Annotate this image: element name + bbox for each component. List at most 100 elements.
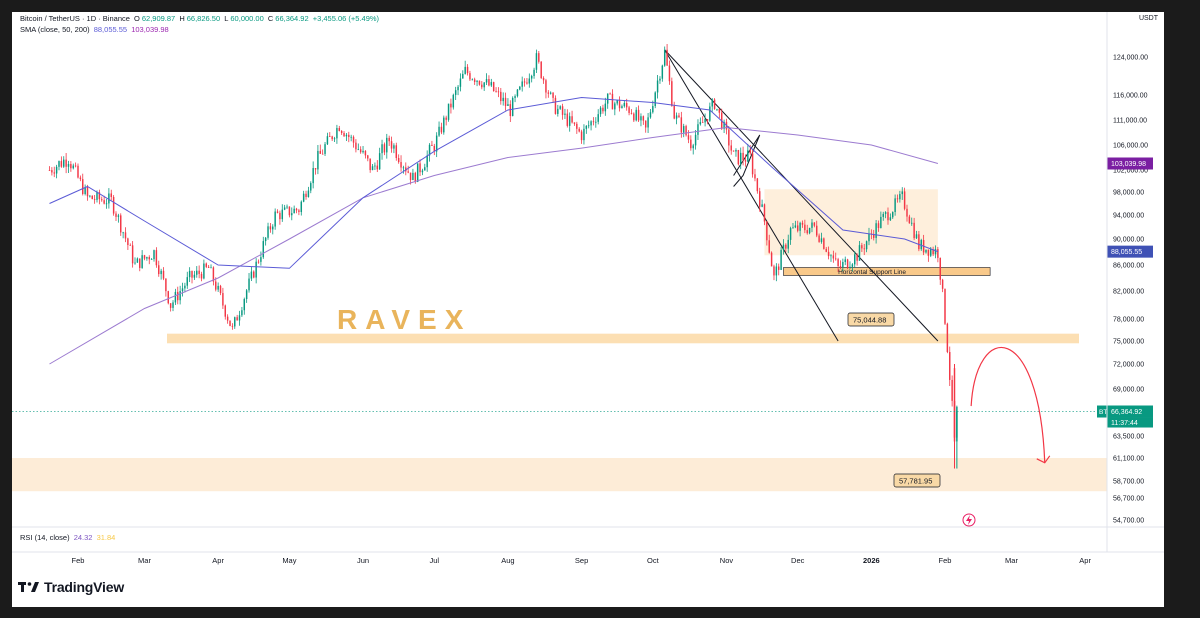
sma200-price-tag: 103,039.98 bbox=[1111, 161, 1146, 168]
candle-body bbox=[127, 238, 129, 245]
candle-body bbox=[875, 223, 877, 238]
candle-body bbox=[754, 174, 756, 179]
candle-body bbox=[224, 305, 227, 317]
candle-body bbox=[215, 281, 217, 290]
candle-body bbox=[262, 241, 265, 258]
candle-body bbox=[419, 163, 421, 173]
candle-body bbox=[625, 102, 628, 108]
price-tick-label: 78,000.00 bbox=[1113, 317, 1144, 324]
candle-body bbox=[742, 152, 744, 161]
candle-body bbox=[718, 108, 721, 113]
sma-legend[interactable]: SMA (close, 50, 200) 88,055.55 103,039.9… bbox=[20, 25, 171, 34]
candle-body bbox=[547, 92, 550, 94]
candle-body bbox=[293, 208, 295, 214]
sma200-price-tag-bg bbox=[1107, 157, 1153, 170]
candle-body bbox=[101, 199, 103, 201]
candle-body bbox=[386, 137, 388, 153]
candle-body bbox=[892, 212, 894, 218]
candle-body bbox=[602, 107, 604, 112]
candle-body bbox=[269, 226, 272, 230]
candle-body bbox=[844, 259, 846, 263]
candle-body bbox=[911, 222, 913, 224]
candle-body bbox=[770, 252, 773, 267]
candle-body bbox=[108, 193, 110, 204]
candle-body bbox=[445, 117, 447, 120]
support-zone-lower bbox=[12, 458, 1107, 492]
candle-body bbox=[915, 234, 918, 239]
time-tick-label: Feb bbox=[72, 556, 85, 565]
candle-body bbox=[530, 76, 533, 79]
candle-body bbox=[661, 65, 664, 79]
horizontal-support-line bbox=[783, 267, 991, 276]
candle-body bbox=[229, 320, 231, 326]
candle-body bbox=[887, 212, 889, 221]
candle-body bbox=[787, 239, 789, 249]
candle-body bbox=[901, 191, 903, 195]
candle-body bbox=[281, 209, 284, 220]
candle-body bbox=[552, 92, 554, 98]
candle-body bbox=[91, 195, 93, 200]
candle-body bbox=[597, 114, 599, 122]
candle-body bbox=[930, 249, 932, 256]
price-tick-label: 116,000.00 bbox=[1113, 93, 1148, 100]
candle-body bbox=[79, 177, 82, 180]
candle-body bbox=[701, 122, 704, 123]
candle-body bbox=[155, 250, 158, 266]
candle-body bbox=[283, 207, 286, 210]
candle-body bbox=[671, 81, 673, 106]
candle-body bbox=[469, 73, 471, 80]
candle-body bbox=[818, 235, 820, 242]
price-tick-label: 124,000.00 bbox=[1113, 55, 1148, 62]
candle-body bbox=[340, 130, 343, 134]
candle-body bbox=[811, 222, 813, 228]
change-value: +3,455.06 (+5.49%) bbox=[312, 14, 380, 23]
candle-body bbox=[554, 97, 557, 114]
candle-body bbox=[630, 112, 633, 114]
candle-body bbox=[51, 170, 53, 173]
candle-body bbox=[644, 120, 647, 128]
price-chart[interactable]: Horizontal Support Line 75,044.88 57,781.9… bbox=[12, 12, 1164, 607]
candle-body bbox=[495, 91, 497, 92]
candle-body bbox=[583, 128, 585, 141]
candle-body bbox=[84, 187, 86, 194]
candle-body bbox=[450, 103, 452, 108]
projection-arrowhead bbox=[1036, 455, 1051, 464]
tradingview-logo[interactable]: TradingView bbox=[18, 579, 124, 595]
candle-body bbox=[317, 150, 319, 170]
candle-body bbox=[851, 264, 854, 267]
candle-body bbox=[564, 113, 566, 115]
candle-body bbox=[566, 113, 569, 126]
candle-body bbox=[557, 108, 559, 114]
candle-body bbox=[314, 168, 317, 170]
candle-body bbox=[618, 100, 621, 109]
open-value: 62,909.87 bbox=[141, 14, 176, 23]
candle-body bbox=[298, 210, 300, 213]
candle-body bbox=[744, 160, 747, 162]
candle-body bbox=[751, 153, 754, 175]
candle-body bbox=[682, 126, 685, 133]
candle-body bbox=[706, 119, 709, 121]
candle-body bbox=[839, 266, 842, 268]
time-tick-label: Apr bbox=[212, 556, 224, 565]
candle-body bbox=[576, 123, 578, 129]
tradingview-brand: TradingView bbox=[44, 579, 125, 595]
candle-body bbox=[203, 263, 205, 279]
candle-body bbox=[856, 254, 858, 261]
candle-body bbox=[514, 96, 516, 98]
candle-body bbox=[60, 161, 63, 167]
candle-body bbox=[735, 150, 737, 152]
candle-body bbox=[604, 103, 607, 112]
candle-body bbox=[452, 94, 455, 108]
candle-body bbox=[590, 121, 592, 126]
candle-body bbox=[257, 261, 260, 263]
close-value: 66,364.92 bbox=[275, 14, 309, 23]
time-tick-label: Apr bbox=[1079, 556, 1091, 565]
candle-body bbox=[343, 133, 345, 137]
time-tick-label: Jul bbox=[430, 556, 440, 565]
candle-body bbox=[697, 124, 699, 135]
candle-body bbox=[732, 150, 735, 152]
candle-body bbox=[443, 117, 445, 133]
time-tick-label: Mar bbox=[1005, 556, 1018, 565]
candle-body bbox=[435, 135, 438, 152]
rsi-legend[interactable]: RSI (14, close) 24.32 31.84 bbox=[20, 533, 117, 542]
